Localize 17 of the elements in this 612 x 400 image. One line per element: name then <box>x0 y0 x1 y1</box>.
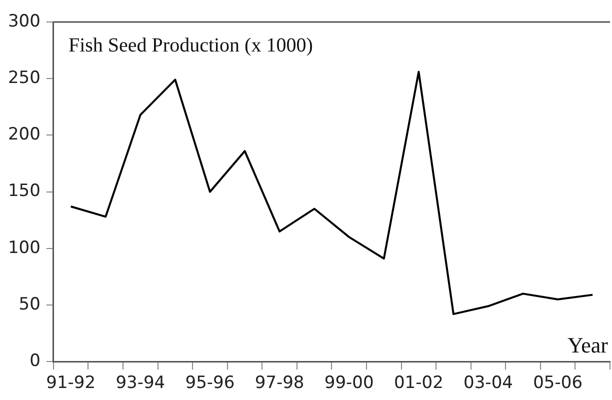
y-tick-label: 250 <box>8 68 40 88</box>
y-tick-label: 150 <box>8 181 40 202</box>
y-tick-label: 0 <box>30 351 40 372</box>
x-tick-label: 01-02 <box>394 373 444 394</box>
x-tick-label: 93-94 <box>116 373 166 394</box>
y-tick-label: 50 <box>18 294 40 314</box>
text: Fish Seed Production (x 1000) <box>68 34 313 56</box>
x-tick-label: 91-92 <box>46 373 96 394</box>
y-tick-label: 300 <box>8 11 40 32</box>
x-tick-label: 03-04 <box>464 373 513 394</box>
x-tick-label: 99-00 <box>324 373 374 394</box>
x-tick-label: 95-96 <box>185 373 235 394</box>
x-tick-label: 97-98 <box>254 373 304 394</box>
y-tick-label: 100 <box>8 238 40 258</box>
y-tick-label: 200 <box>8 124 40 145</box>
x-axis-title: Year <box>567 332 609 358</box>
x-tick-label: 05-06 <box>533 373 583 394</box>
